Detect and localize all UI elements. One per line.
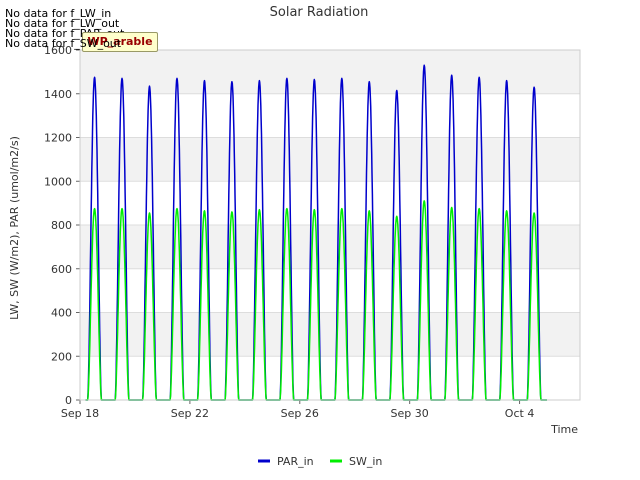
axes: 0 200 400 600 800 1000 1200 1400 1600 Sep 18 Sep 2… — [44, 44, 581, 420]
site-badge: WP_arable — [82, 32, 158, 52]
no-data-message: No data for f_LW_out — [5, 17, 120, 30]
y-axis-label: LW, SW (W/m2), PAR (umol/m2/s) — [8, 136, 21, 320]
y-tick-label: 200 — [51, 350, 72, 363]
y-tick-label: 1400 — [44, 88, 72, 101]
no-data-message: No data for f_PAR_out — [5, 27, 125, 40]
y-tick-label: 400 — [51, 307, 72, 320]
plot-frame — [79, 49, 581, 401]
series-line-sw-in — [85, 200, 547, 401]
no-data-message: No data for f_SW_out — [5, 37, 122, 50]
legend: PAR_in SW_in — [258, 455, 382, 468]
chart-title: Solar Radiation — [270, 5, 369, 20]
no-data-message: No data for f_LW_in — [5, 7, 112, 20]
series-lines — [85, 64, 547, 401]
x-axis-label: Time — [550, 423, 578, 436]
y-tick-label: 0 — [65, 394, 72, 407]
x-tick-label: Sep 22 — [171, 407, 209, 420]
legend-label: SW_in — [349, 455, 382, 468]
y-tick-label: 1600 — [44, 44, 72, 57]
grid-band — [80, 50, 580, 94]
grid-band — [80, 225, 580, 269]
legend-label: PAR_in — [277, 455, 314, 468]
grid-band — [80, 312, 580, 357]
x-tick-label: Oct 4 — [505, 407, 535, 420]
y-tick-label: 800 — [51, 219, 72, 232]
series-line-par-in — [85, 64, 547, 401]
y-tick-label: 600 — [51, 263, 72, 276]
y-tick-label: 1000 — [44, 175, 72, 188]
x-tick-label: Sep 30 — [391, 407, 429, 420]
y-tick-label: 1200 — [44, 132, 72, 145]
x-tick-label: Sep 26 — [281, 407, 319, 420]
x-tick-label: Sep 18 — [61, 407, 99, 420]
grid-band — [80, 137, 580, 182]
